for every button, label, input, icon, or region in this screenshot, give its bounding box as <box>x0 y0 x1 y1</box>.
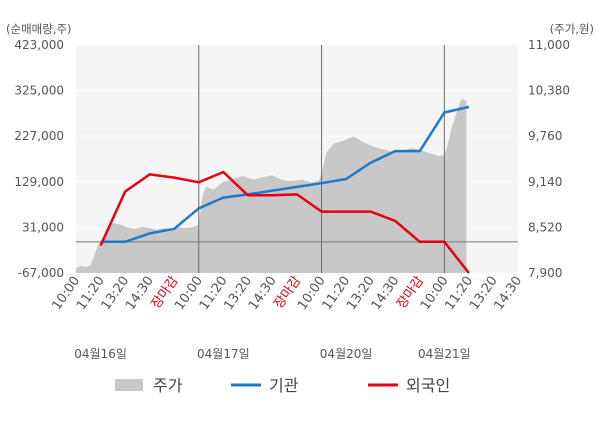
legend-swatch-area <box>115 379 143 391</box>
legend: 주가 기관 외국인 <box>115 376 450 395</box>
right-axis-title: (주가,원) <box>550 22 594 36</box>
date-labels: 04월16일 04월17일 04월20일 04월21일 <box>74 347 470 361</box>
legend-label: 주가 <box>153 376 183 395</box>
left-tick-label: -67,000 <box>18 266 64 280</box>
left-axis-title: (순매매량,주) <box>6 22 72 36</box>
series-line-foreign <box>99 170 470 274</box>
date-label: 04월16일 <box>74 347 127 361</box>
right-axis-ticks: 11,000 10,380 9,760 9,140 8,520 7,900 <box>528 38 570 280</box>
left-tick-label: 325,000 <box>14 84 64 98</box>
left-tick-label: 423,000 <box>14 38 64 52</box>
left-axis-ticks: 423,000 325,000 227,000 129,000 31,000 -67,00… <box>14 38 64 280</box>
x-axis-labels: 10:0011:2013:2014:30장마감10:0011:2013:2014… <box>49 274 525 313</box>
legend-label: 외국인 <box>406 376 450 395</box>
date-label: 04월20일 <box>320 347 373 361</box>
right-tick-label: 9,760 <box>528 129 562 143</box>
series-line-institution <box>100 105 470 244</box>
date-label: 04월17일 <box>197 347 250 361</box>
legend-label: 기관 <box>269 376 299 395</box>
date-label: 04월21일 <box>418 347 471 361</box>
right-tick-label: 7,900 <box>528 266 562 280</box>
left-tick-label: 129,000 <box>14 175 64 189</box>
right-tick-label: 10,380 <box>528 84 570 98</box>
flow-lines-layer <box>99 105 470 274</box>
right-tick-label: 9,140 <box>528 175 562 189</box>
left-tick-label: 31,000 <box>22 220 64 234</box>
left-tick-label: 227,000 <box>14 129 64 143</box>
right-tick-label: 11,000 <box>528 38 570 52</box>
right-tick-label: 8,520 <box>528 220 562 234</box>
day-boundary-lines <box>198 45 445 273</box>
